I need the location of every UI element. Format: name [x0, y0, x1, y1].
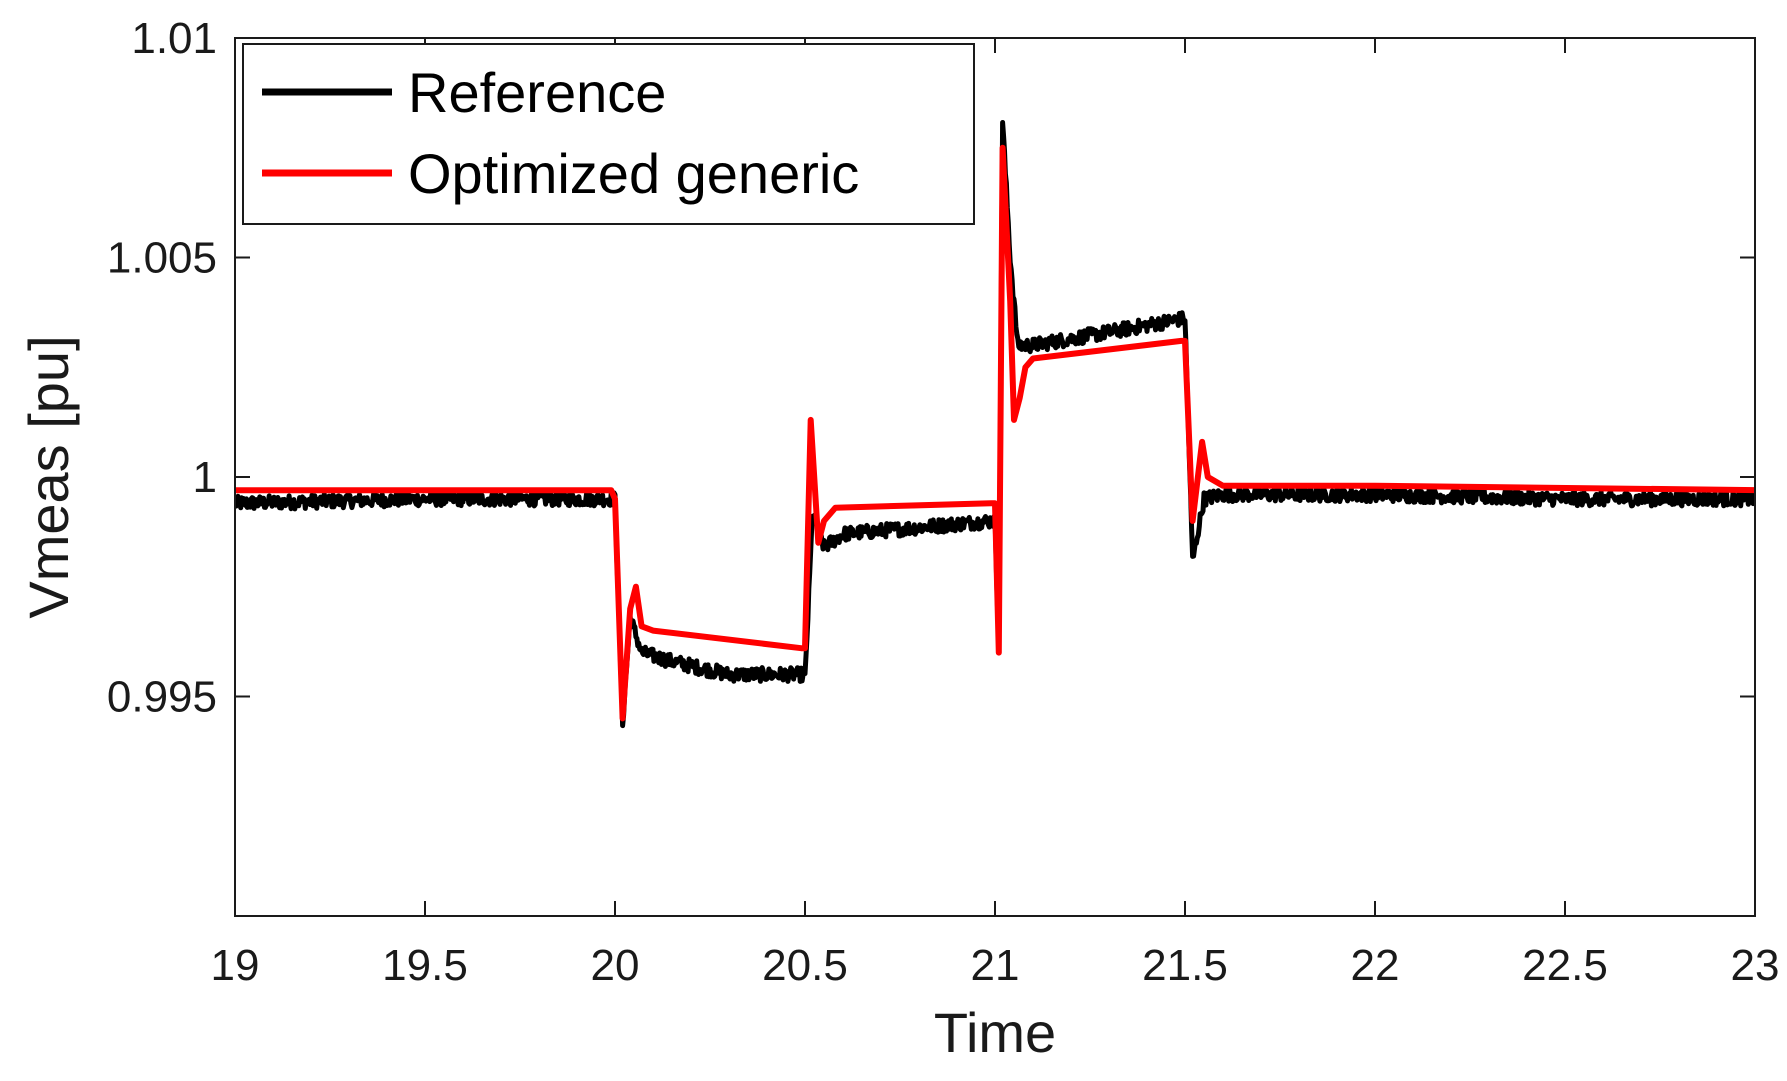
x-tick-label: 21 — [971, 941, 1020, 990]
plot-area — [235, 120, 1755, 729]
y-tick-label: 1 — [193, 453, 217, 502]
x-axis-title: Time — [934, 1001, 1056, 1064]
x-tick-label: 20.5 — [762, 941, 848, 990]
legend-label-optimized-generic: Optimized generic — [408, 142, 859, 205]
y-tick-label: 1.01 — [131, 14, 217, 63]
y-tick-label: 1.005 — [107, 234, 217, 283]
legend-label-reference: Reference — [408, 61, 666, 124]
axes-frame — [234, 37, 1756, 917]
x-tick-label: 23 — [1731, 941, 1780, 990]
x-tick-label: 22 — [1351, 941, 1400, 990]
x-tick-label: 19.5 — [382, 941, 468, 990]
x-tick-label: 19 — [211, 941, 260, 990]
series-line-optimized-generic — [235, 144, 1755, 722]
y-tick-label: 0.995 — [107, 673, 217, 722]
x-tick-label: 21.5 — [1142, 941, 1228, 990]
x-tick-label: 22.5 — [1522, 941, 1608, 990]
axis-ticks: 19 19.5 20 20.5 21 21.5 22 22.5 23 0.995 1 1.005 1.0… — [107, 14, 1780, 990]
legend-box — [242, 43, 975, 225]
y-axis-title: Vmeas [pu] — [17, 335, 80, 618]
legend: Reference Optimized generic — [242, 43, 975, 225]
x-tick-label: 20 — [591, 941, 640, 990]
